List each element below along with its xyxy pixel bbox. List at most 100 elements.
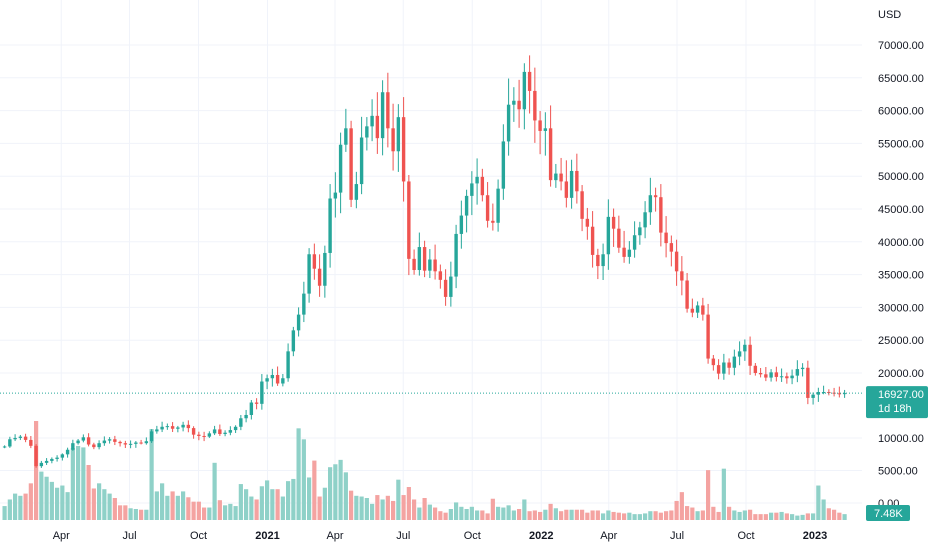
volume-bar [732,510,737,520]
volume-bar [821,499,826,520]
candle-body [769,372,773,378]
volume-bar [742,510,747,520]
time-tick-label: Apr [326,530,343,542]
volume-bar [622,513,627,520]
candle-body [370,115,374,127]
volume-bar [296,428,301,520]
candle-body [380,92,385,139]
volume-bar [574,509,579,520]
volume-bar [196,501,201,520]
candle-body [344,128,348,145]
volume-bar [527,511,532,520]
volume-bar [86,465,91,520]
time-axis[interactable]: Apr Jul Oct 2021 Apr Jul Oct 2022 Apr Jul Oct 2023 [53,530,828,542]
candle-body [102,440,107,444]
time-tick-label: Oct [190,530,207,542]
volume-bar [721,468,726,520]
candle-body [223,432,227,435]
candle-body [71,443,75,450]
candle-body [695,305,700,313]
volume-bar [790,514,795,520]
candle-body [170,426,175,429]
volume-bar [412,499,417,520]
candle-body [155,429,159,432]
candle-body [638,227,642,236]
price-unit-label: USD [878,9,901,21]
volume-bar [154,491,159,520]
candle-body [428,259,432,271]
axis-tags: 16927.00 1d 18h 7.48K [866,386,928,521]
volume-bar [333,464,338,520]
volume-bar [301,439,306,520]
time-tick-label: Oct [464,530,481,542]
volume-bar [81,447,86,520]
price-axis[interactable]: USD 70000.00 65000.00 60000.00 55000.00 50000… [878,9,924,510]
candle-body [8,439,12,447]
candle-body [228,430,233,433]
candle-body [265,378,269,382]
volume-bar [123,505,128,520]
candle-body [375,115,380,139]
volume-bar [826,508,831,520]
candle-body [758,373,763,375]
volume-bar [49,481,54,520]
candle-body [359,137,364,185]
volume-bar [175,495,180,520]
candle-body [449,276,453,297]
volume-bar [212,462,217,520]
candle-body [554,173,558,181]
volume-bar [469,506,474,520]
candle-body [779,376,784,378]
candle-body [543,128,548,131]
volume-bar [385,495,390,520]
volume-bar [312,460,317,520]
volume-bar [595,510,600,520]
volume-bar [669,510,674,520]
volume-bar [275,489,280,520]
candle-body [496,188,500,223]
candle-body [176,427,180,429]
volume-bar [506,505,511,520]
candle-body [580,191,584,219]
volume-bar [674,500,679,520]
volume-bar [165,495,170,520]
volume-bar [690,507,695,520]
candle-body [727,362,731,368]
volume-bar [107,493,112,520]
candle-body [800,367,805,370]
volume-bar [611,511,616,520]
volume-bar [637,514,642,520]
candle-body [659,197,663,233]
volume-bar [811,513,816,520]
volume-bar [748,509,753,520]
price-tick-label: 45000.00 [878,204,924,216]
candle-body [454,233,458,277]
volume-bar [238,484,243,520]
volume-bar [779,511,784,520]
volume-bar [139,509,144,520]
volume-bar [664,511,669,520]
volume-bar [354,495,359,520]
time-tick-label: Jul [122,530,136,542]
candle-body [606,216,611,255]
volume-bar [832,509,837,520]
volume-bar [837,512,842,520]
price-tick-label: 20000.00 [878,368,924,380]
volume-bar [291,478,296,520]
candle-body [312,254,317,269]
volume-bar [280,496,285,520]
time-tick-label: Apr [53,530,70,542]
candle-body [501,141,506,189]
volume-bar [438,511,443,520]
candle-body [669,243,674,252]
candle-body [459,215,464,234]
volume-bar [627,512,632,520]
candle-body [538,120,542,131]
price-tick-label: 65000.00 [878,73,924,85]
volume-bar [338,459,343,520]
volume-bar [643,513,648,520]
candle-body [716,365,721,374]
candle-body [737,351,742,357]
